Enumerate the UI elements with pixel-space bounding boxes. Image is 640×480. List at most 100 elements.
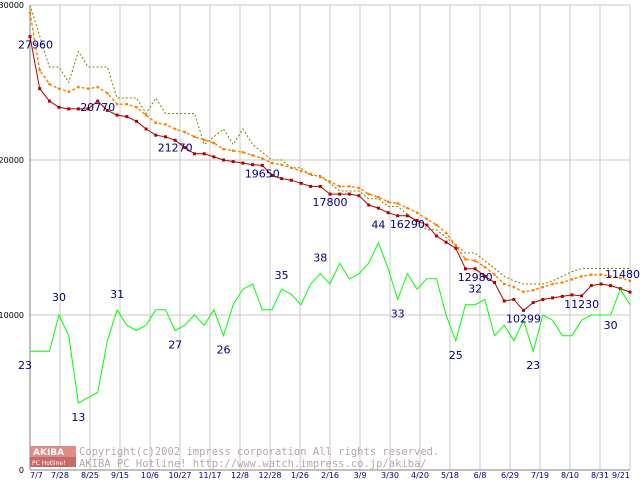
- series-point-min: [105, 108, 109, 112]
- x-tick-label: 4/20: [411, 471, 429, 480]
- series-point-min: [164, 135, 167, 139]
- series-point-average: [309, 172, 312, 176]
- series-point-average: [299, 169, 303, 173]
- series-point-average: [319, 175, 322, 179]
- series-point-min: [628, 290, 632, 294]
- series-point-min: [57, 105, 61, 109]
- series-point-average: [619, 276, 622, 279]
- series-point-average: [474, 259, 477, 262]
- series-point-min: [135, 119, 138, 123]
- data-label-min: 19650: [245, 167, 280, 180]
- data-label-count: 23: [526, 359, 540, 372]
- data-label-min: 11230: [564, 298, 599, 311]
- data-label-min: 27960: [18, 39, 53, 52]
- series-point-average: [532, 289, 535, 292]
- series-point-min: [522, 308, 525, 312]
- data-labels: 27960 20770 21270 19650 17800 16290 12980 10299…: [18, 39, 640, 424]
- x-tick-label: 6/8: [474, 471, 487, 480]
- x-tick-label: 8/10: [561, 471, 579, 480]
- series-point-average: [348, 185, 351, 188]
- y-tick-label: 10000: [0, 311, 24, 320]
- series-point-min: [212, 155, 216, 159]
- series-point-average: [251, 154, 254, 157]
- series-point-average: [212, 141, 216, 145]
- series-point-min: [560, 294, 564, 298]
- series-point-min: [309, 184, 313, 188]
- series-point-average: [609, 275, 612, 278]
- series-point-min: [502, 299, 506, 303]
- series-point-min: [580, 294, 584, 298]
- watermark: AKIBA PC Hotline! Copyright(c)2002 impre…: [30, 446, 439, 470]
- data-label-count: 27: [168, 339, 182, 352]
- series-point-min: [609, 284, 613, 288]
- series-point-average: [38, 68, 41, 72]
- x-tick-label: 11/17: [198, 471, 221, 480]
- series-layer: [28, 4, 632, 404]
- series-point-average: [193, 135, 196, 138]
- series-point-min: [202, 152, 206, 156]
- series-point-min: [38, 87, 42, 91]
- series-point-min: [599, 282, 603, 286]
- series-point-average: [425, 217, 428, 221]
- series-point-min: [299, 181, 303, 185]
- x-tick-label: 6/29: [501, 471, 519, 480]
- series-point-average: [599, 273, 603, 276]
- series-point-average: [183, 130, 186, 134]
- series-point-min: [96, 99, 100, 103]
- data-label-count: 26: [217, 344, 231, 357]
- series-point-average: [483, 265, 486, 269]
- series-point-min: [425, 223, 429, 227]
- series-point-average: [357, 186, 361, 190]
- series-point-average: [280, 163, 283, 166]
- series-point-min: [222, 158, 225, 162]
- series-point-average: [222, 148, 225, 151]
- series-point-min: [386, 211, 390, 215]
- data-label-count: 23: [18, 359, 32, 372]
- series-point-average: [154, 121, 157, 124]
- x-tick-label: 10/27: [168, 471, 191, 480]
- series-point-min: [86, 107, 90, 111]
- series-point-min: [154, 133, 158, 137]
- series-point-average: [444, 231, 448, 235]
- y-tick-label: 20000: [0, 156, 24, 165]
- series-point-min: [405, 214, 409, 218]
- series-point-average: [174, 127, 177, 131]
- series-point-average: [493, 273, 496, 276]
- series-point-min: [47, 99, 51, 103]
- x-tick-label: 9/21: [612, 471, 630, 480]
- data-label-count: 33: [391, 308, 405, 321]
- x-tick-label: 2/16: [321, 471, 339, 480]
- data-label-count: 32: [468, 283, 482, 296]
- series-point-min: [512, 298, 516, 301]
- series-point-min: [115, 113, 119, 117]
- data-label-count: 31: [110, 288, 124, 301]
- series-point-min: [493, 281, 496, 284]
- grid-lines: [29, 4, 631, 471]
- series-point-average: [396, 202, 399, 205]
- x-tick-label: 10/6: [141, 471, 159, 480]
- data-label-min: 11480: [605, 268, 640, 281]
- series-point-average: [48, 82, 51, 86]
- series-point-min: [280, 177, 284, 181]
- series-point-average: [580, 275, 583, 278]
- series-point-average: [125, 103, 128, 106]
- y-tick-label: 30000: [0, 1, 24, 10]
- series-point-average: [377, 196, 380, 199]
- x-tick-label: 12/8: [231, 471, 249, 480]
- data-label-count: 44: [371, 219, 385, 232]
- series-point-average: [454, 244, 457, 247]
- data-label-min: 12980: [458, 271, 493, 284]
- series-point-min: [270, 174, 274, 177]
- series-point-average: [203, 138, 206, 142]
- series-point-min: [396, 214, 400, 218]
- logo-hotline: PC Hotline!: [32, 460, 65, 467]
- series-point-min: [483, 274, 487, 278]
- logo-box-top: [30, 446, 76, 457]
- series-point-min: [357, 194, 361, 198]
- data-label-count: 35: [275, 269, 289, 282]
- logo-box-bottom: [30, 457, 76, 467]
- series-point-min: [464, 267, 467, 271]
- series-point-min: [435, 234, 438, 238]
- series-point-min: [551, 296, 555, 300]
- series-point-average: [115, 103, 119, 106]
